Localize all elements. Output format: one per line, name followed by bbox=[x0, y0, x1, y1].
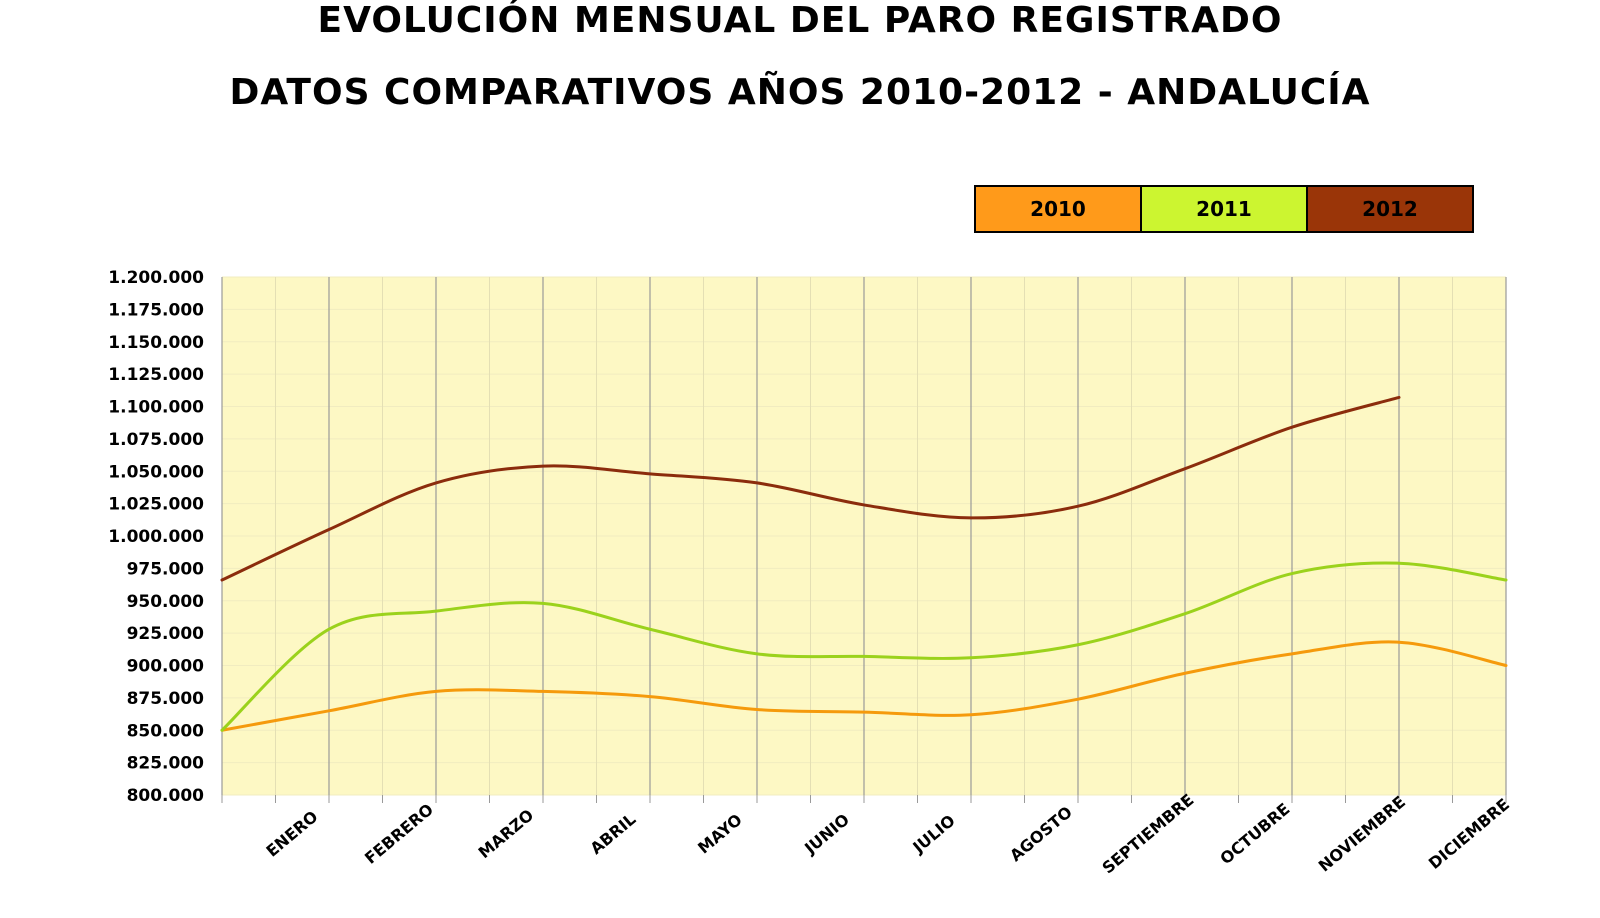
x-tick-label: NOVIEMBRE bbox=[1315, 792, 1409, 875]
legend-item-2010: 2010 bbox=[976, 187, 1142, 231]
legend-item-2012: 2012 bbox=[1308, 187, 1472, 231]
y-tick-label: 1.000.000 bbox=[108, 527, 204, 547]
x-tick-label: ABRIL bbox=[587, 809, 640, 858]
x-tick-label: DICIEMBRE bbox=[1425, 795, 1513, 873]
x-tick-label: AGOSTO bbox=[1006, 802, 1076, 865]
legend-item-2011: 2011 bbox=[1142, 187, 1308, 231]
y-tick-label: 1.025.000 bbox=[108, 495, 204, 515]
y-tick-label: 1.150.000 bbox=[108, 333, 204, 353]
y-tick-label: 825.000 bbox=[127, 754, 205, 774]
y-tick-label: 1.200.000 bbox=[108, 268, 204, 288]
y-tick-label: 1.100.000 bbox=[108, 398, 204, 418]
y-tick-label: 1.050.000 bbox=[108, 462, 204, 482]
x-tick-label: JULIO bbox=[908, 811, 958, 858]
x-tick-label: SEPTIEMBRE bbox=[1098, 790, 1197, 877]
y-tick-label: 875.000 bbox=[127, 689, 205, 709]
series-line-2010 bbox=[220, 640, 1508, 732]
y-tick-label: 800.000 bbox=[127, 786, 205, 806]
x-tick-label: ENERO bbox=[262, 807, 321, 861]
y-tick-label: 950.000 bbox=[127, 592, 205, 612]
y-tick-label: 850.000 bbox=[127, 721, 205, 741]
x-tick-label: JUNIO bbox=[800, 810, 853, 859]
y-tick-label: 1.075.000 bbox=[108, 430, 204, 450]
x-tick-label: OCTUBRE bbox=[1216, 799, 1293, 868]
chart-subtitle: DATOS COMPARATIVOS AÑOS 2010-2012 - ANDA… bbox=[229, 72, 1371, 113]
chart-title: EVOLUCIÓN MENSUAL DEL PARO REGISTRADO bbox=[317, 0, 1283, 41]
y-tick-label: 1.175.000 bbox=[108, 300, 204, 320]
y-tick-label: 900.000 bbox=[127, 657, 205, 677]
y-tick-label: 1.125.000 bbox=[108, 365, 204, 385]
series-line-2012 bbox=[220, 395, 1401, 582]
x-tick-label: MAYO bbox=[694, 810, 746, 858]
y-tick-label: 975.000 bbox=[127, 559, 205, 579]
x-tick-label: MARZO bbox=[475, 805, 538, 862]
x-tick-label: FEBRERO bbox=[361, 800, 437, 868]
y-tick-label: 925.000 bbox=[127, 624, 205, 644]
chart-legend: 2010 2011 2012 bbox=[974, 185, 1474, 233]
series-line-2011 bbox=[220, 561, 1508, 732]
